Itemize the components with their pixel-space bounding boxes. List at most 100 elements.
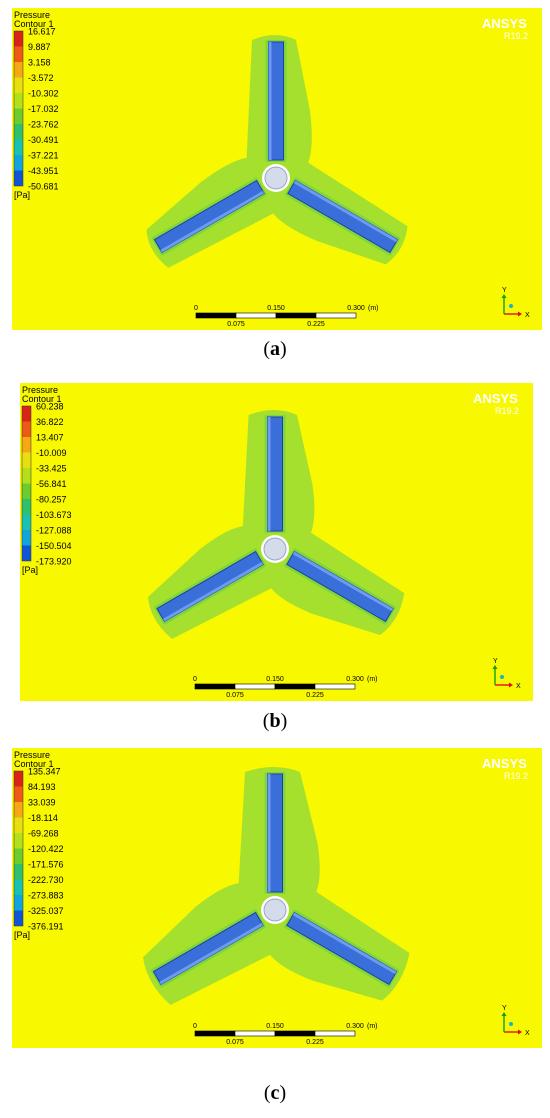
scale-label: 0 xyxy=(194,305,198,312)
y-arrow-head xyxy=(501,1012,507,1016)
legend-color-band xyxy=(14,124,23,140)
blade-highlight xyxy=(160,190,265,253)
legend-subtitle: Contour 1 xyxy=(14,759,54,769)
legend-color-band xyxy=(22,483,31,499)
legend-color-band xyxy=(22,452,31,468)
legend-level-label: -127.088 xyxy=(36,526,72,536)
scale-label: 0.075 xyxy=(226,692,244,699)
legend-color-band xyxy=(14,771,23,787)
contour-panel-a: Pressure Contour 1 16.617 9.887 3.158 -3.572 -… xyxy=(0,0,550,375)
y-arrow-head xyxy=(492,665,498,669)
scale-label: 0.150 xyxy=(267,305,285,312)
legend-color-band xyxy=(14,786,23,802)
blade-lower-right-group xyxy=(284,548,396,625)
scale-bar-segment xyxy=(315,312,357,319)
legend-level-label: -10.009 xyxy=(36,448,67,458)
scale-bar: 0 0.150 0.300 (m) 0.075 0.225 xyxy=(194,305,378,328)
blade-highlight xyxy=(292,551,394,612)
x-arrow-head xyxy=(518,311,522,317)
ansys-version: R19.2 xyxy=(495,406,519,416)
x-axis-label: X xyxy=(525,1030,530,1037)
legend-frame xyxy=(13,30,24,187)
legend-color-band xyxy=(14,31,23,47)
scale-bar: 0 0.150 0.300 (m) 0.075 0.225 xyxy=(193,1023,377,1046)
y-axis-label: Y xyxy=(502,1005,507,1012)
legend-color-band xyxy=(14,62,23,78)
legend-level-label: 36.822 xyxy=(36,417,64,427)
legend-subtitle: Contour 1 xyxy=(22,394,62,404)
legend-color-band xyxy=(14,802,23,818)
axis-triad: XY xyxy=(492,658,521,690)
legend-level-label: -50.681 xyxy=(28,182,59,192)
legend-color-band xyxy=(14,879,23,895)
caption-c: (c) xyxy=(263,1082,287,1104)
blade-lower-left xyxy=(153,179,265,254)
scale-bar-segment xyxy=(234,683,276,690)
legend-color-band xyxy=(14,864,23,880)
legend-unit: [Pa] xyxy=(14,190,30,200)
legend-level-label: -23.762 xyxy=(28,120,59,130)
legend-color-band xyxy=(14,170,23,186)
legend-level-label: 33.039 xyxy=(28,798,56,808)
ansys-brand: ANSYS xyxy=(482,756,527,771)
x-arrow-head xyxy=(509,682,513,688)
legend-unit: [Pa] xyxy=(22,565,38,575)
legend-color-band xyxy=(22,530,31,546)
legend-color-band xyxy=(14,910,23,926)
legend-level-label: -80.257 xyxy=(36,495,67,505)
legend-level-label: -150.504 xyxy=(36,541,72,551)
scale-label: 0.075 xyxy=(227,321,245,328)
x-arrow-head xyxy=(518,1029,522,1035)
legend-level-label: 9.887 xyxy=(28,42,51,52)
legend-level-label: -30.491 xyxy=(28,135,59,145)
blade-top-group xyxy=(264,415,286,533)
z-axis-dot xyxy=(509,304,513,308)
blade-highlight xyxy=(162,561,264,622)
scale-bar-segment xyxy=(314,1030,356,1037)
legend-title: Pressure xyxy=(22,385,58,395)
blade-highlight xyxy=(293,180,398,243)
legend-level-label: -222.730 xyxy=(28,875,64,885)
x-axis-label: X xyxy=(516,683,521,690)
scale-label: 0.075 xyxy=(226,1039,244,1046)
blade-lower-left-group xyxy=(150,909,266,988)
legend-color-band xyxy=(14,833,23,849)
scale-label: 0.150 xyxy=(266,1023,284,1030)
legend-color-band xyxy=(22,514,31,530)
legend-subtitle: Contour 1 xyxy=(14,19,54,29)
legend-level-label: -103.673 xyxy=(36,510,72,520)
legend-level-label: 84.193 xyxy=(28,782,56,792)
scale-unit: (m) xyxy=(368,305,379,312)
scale-bar-segment xyxy=(195,312,237,319)
scale-label: 0.300 xyxy=(347,305,365,312)
blade-top-group xyxy=(265,40,287,162)
blade-highlight xyxy=(159,922,264,985)
legend-level-label: -376.191 xyxy=(28,922,64,932)
blade-lower-left-group xyxy=(154,548,266,625)
legend-level-label: -171.576 xyxy=(28,860,64,870)
scale-label: 0 xyxy=(193,676,197,683)
scale-bar-segment xyxy=(234,1030,276,1037)
legend-level-label: 13.407 xyxy=(36,433,64,443)
ansys-version: R19.2 xyxy=(504,771,528,781)
scale-bar: 0 0.150 0.300 (m) 0.075 0.225 xyxy=(193,676,377,699)
blade-highlight xyxy=(267,774,271,892)
legend-title: Pressure xyxy=(14,10,50,20)
z-axis-dot xyxy=(500,675,504,679)
rotor-assembly xyxy=(146,35,408,268)
ansys-brand: ANSYS xyxy=(473,391,518,406)
scale-bar-segment xyxy=(275,312,317,319)
legend-frame xyxy=(13,770,24,927)
axis-triad: XY xyxy=(501,287,530,319)
z-axis-dot xyxy=(509,1022,513,1026)
scale-label: 0.225 xyxy=(306,692,324,699)
legend-level-label: -33.425 xyxy=(36,464,67,474)
scale-bar-segment xyxy=(274,683,316,690)
y-arrow-head xyxy=(501,294,507,298)
